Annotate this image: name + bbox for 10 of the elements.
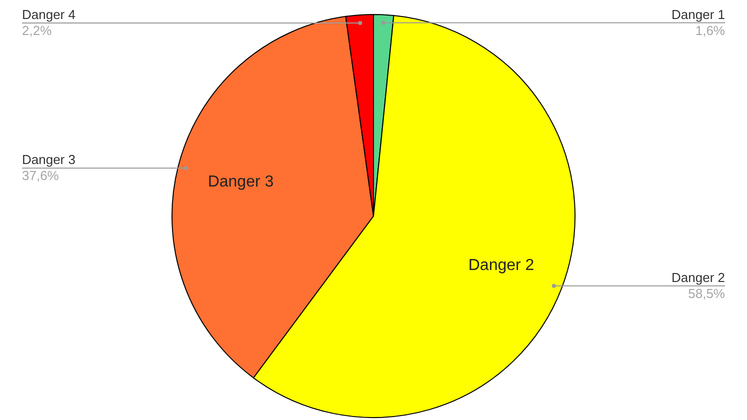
data-label: 58,5% — [688, 286, 726, 301]
data-label: 37,6% — [22, 168, 60, 184]
slice-label: Danger 1 — [672, 6, 725, 22]
data-label: 1,6% — [695, 22, 726, 38]
slice-label: Danger 3 — [22, 152, 76, 168]
data-label: 2,2% — [22, 23, 52, 38]
slice-label: Danger 2 — [468, 256, 534, 274]
slice-label: Danger 4 — [22, 7, 76, 22]
slice-label: Danger 2 — [672, 270, 725, 285]
slice-label: Danger 3 — [208, 174, 274, 191]
